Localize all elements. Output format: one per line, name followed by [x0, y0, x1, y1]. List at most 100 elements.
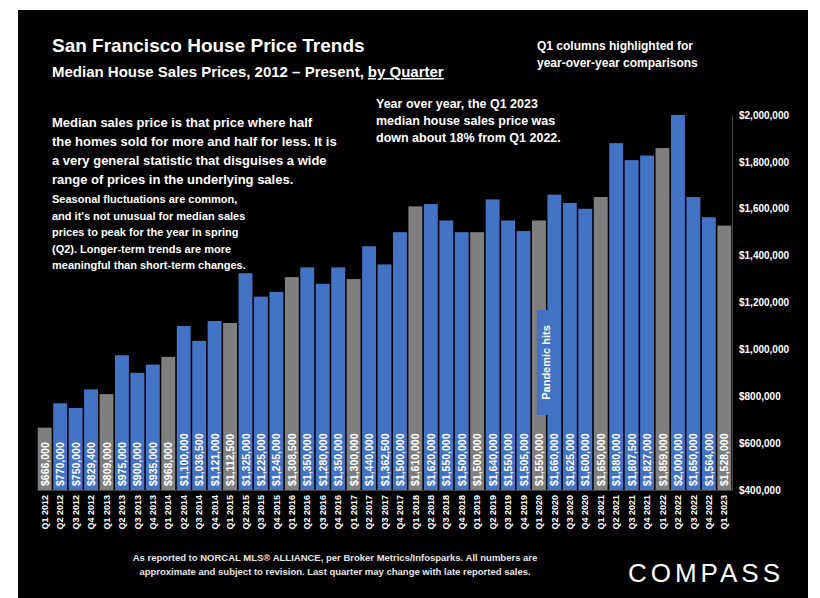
data-label: $1,308,500 [286, 433, 298, 486]
x-axis-line [38, 490, 733, 491]
x-tick-label: Q2 2022 [673, 495, 683, 530]
x-tick: Q2 2018 [426, 490, 436, 530]
x-tick-label: Q1 2017 [349, 495, 359, 530]
x-tick-label: Q3 2022 [689, 495, 699, 530]
data-label: $900,000 [131, 442, 143, 486]
data-label: $1,121,000 [209, 433, 221, 486]
data-label: $1,528,000 [718, 433, 730, 486]
data-label: $935,000 [147, 442, 159, 486]
x-tick: Q3 2020 [565, 490, 575, 530]
x-tick: Q2 2021 [611, 490, 621, 530]
x-tick-label: Q4 2015 [272, 495, 282, 530]
x-tick-label: Q2 2015 [241, 495, 251, 530]
data-label: $1,625,000 [564, 433, 576, 486]
data-label: $1,325,000 [240, 433, 252, 486]
x-tick: Q4 2020 [580, 490, 590, 530]
data-label: $1,550,000 [533, 433, 545, 486]
bar [717, 226, 731, 490]
bar [609, 143, 623, 490]
brand: COMPASS [628, 558, 784, 588]
annotation-box [537, 310, 556, 415]
data-label: $1,505,000 [518, 433, 530, 486]
subtitle-emphasis: by Quarter [368, 63, 444, 80]
annotation-line: (Q2). Longer-term trends are more [52, 243, 231, 255]
x-tick-label: Q1 2013 [102, 495, 112, 530]
data-label: $1,859,000 [657, 433, 669, 486]
x-tick-label: Q3 2018 [441, 495, 451, 530]
x-tick: Q3 2016 [318, 490, 328, 530]
annotation-line: median house sales price was [376, 114, 555, 128]
y-tick: $1,600,000 [732, 203, 789, 214]
x-tick-label: Q3 2020 [565, 495, 575, 530]
x-tick: Q1 2017 [349, 490, 359, 530]
x-tick-label: Q4 2019 [519, 495, 529, 530]
data-label: $968,000 [162, 442, 174, 486]
x-tick-label: Q2 2017 [364, 495, 374, 530]
data-label: $1,880,000 [610, 433, 622, 486]
bar [223, 323, 237, 490]
bar [208, 321, 222, 490]
x-tick-label: Q1 2020 [534, 495, 544, 530]
bar [408, 206, 422, 490]
x-tick: Q3 2021 [627, 490, 637, 530]
annotation-line: down about 18% from Q1 2022. [376, 131, 561, 145]
bar [578, 209, 592, 490]
data-label: $1,650,000 [687, 433, 699, 486]
bar [501, 220, 515, 490]
y-axis: $400,000$600,000$800,000$1,000,000$1,200… [732, 110, 789, 496]
bar [269, 292, 283, 490]
x-tick: Q4 2014 [210, 490, 220, 530]
y-tick: $2,000,000 [732, 110, 789, 121]
bar [254, 297, 268, 490]
x-tick-label: Q3 2019 [503, 495, 513, 530]
data-label: $1,350,000 [332, 433, 344, 486]
x-tick-label: Q2 2013 [117, 495, 127, 530]
background [18, 10, 808, 598]
bar [470, 232, 484, 490]
data-label: $1,660,000 [548, 433, 560, 486]
bar [53, 403, 67, 490]
median-note: Median sales price is that price where h… [52, 115, 337, 187]
data-label: $1,550,000 [440, 433, 452, 486]
data-label: $809,000 [101, 442, 113, 486]
x-tick-label: Q4 2016 [333, 495, 343, 530]
bar [455, 232, 469, 490]
x-tick-label: Q4 2022 [704, 495, 714, 530]
x-tick: Q4 2021 [642, 490, 652, 530]
x-tick: Q1 2016 [287, 490, 297, 530]
data-label: $2,000,000 [672, 433, 684, 486]
x-tick-label: Q1 2021 [596, 495, 606, 530]
data-label: $1,036,500 [193, 433, 205, 486]
x-tick: Q4 2015 [272, 490, 282, 530]
x-tick: Q4 2016 [333, 490, 343, 530]
data-label: $1,500,000 [456, 433, 468, 486]
bar [393, 232, 407, 490]
y-tick-label: $1,600,000 [739, 203, 789, 214]
x-tick-label: Q4 2017 [395, 495, 405, 530]
data-label: $1,500,000 [471, 433, 483, 486]
bar [84, 389, 98, 490]
annotation-line: year-over-year comparisons [537, 56, 698, 70]
seasonal-note: Seasonal fluctuations are common,and it'… [52, 193, 246, 271]
x-tick-label: Q3 2013 [133, 495, 143, 530]
bar [439, 220, 453, 490]
data-label: $1,245,000 [270, 433, 282, 486]
x-tick: Q2 2012 [55, 490, 65, 530]
y-tick: $1,400,000 [732, 250, 789, 261]
x-tick: Q3 2012 [71, 490, 81, 530]
x-tick: Q2 2014 [179, 490, 189, 530]
y-tick-label: $1,200,000 [739, 297, 789, 308]
x-tick: Q2 2022 [673, 490, 683, 530]
data-label: $1,600,000 [579, 433, 591, 486]
x-tick: Q2 2017 [364, 490, 374, 530]
x-tick: Q2 2020 [550, 490, 560, 530]
x-tick-label: Q1 2022 [658, 495, 668, 530]
q1-note: Q1 columns highlighted foryear-over-year… [537, 39, 698, 70]
bar [563, 203, 577, 490]
subtitle-text: Median House Sales Prices, 2012 – Presen… [52, 63, 364, 80]
x-tick: Q3 2015 [256, 490, 266, 530]
y-tick-label: $600,000 [739, 438, 781, 449]
x-tick-label: Q1 2023 [719, 495, 729, 530]
annotation-line: range of prices in the underlying sales. [52, 172, 293, 187]
x-tick: Q2 2019 [488, 490, 498, 530]
